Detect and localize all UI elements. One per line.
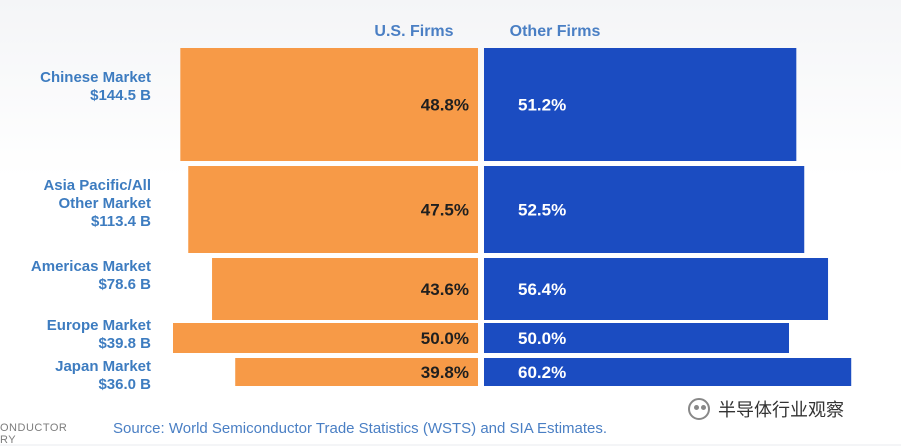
bar-other-1 bbox=[484, 166, 805, 253]
bar-us-2 bbox=[212, 258, 479, 320]
bar-other-2 bbox=[484, 258, 829, 320]
corner-line-2: RY bbox=[0, 434, 17, 446]
category-label-2-line-0: Americas Market bbox=[31, 258, 151, 275]
category-label-4-line-1: $36.0 B bbox=[98, 376, 151, 393]
bar-other-0 bbox=[484, 48, 797, 161]
legend-other-firms: Other Firms bbox=[510, 23, 601, 40]
source-note: Source: World Semiconductor Trade Statis… bbox=[113, 420, 608, 437]
category-label-1-line-2: $113.4 B bbox=[91, 213, 151, 230]
bar-us-3 bbox=[173, 323, 478, 353]
bar-us-1 bbox=[188, 166, 478, 253]
watermark: 半导体行业观察 bbox=[688, 396, 844, 422]
category-label-0-line-0: Chinese Market bbox=[40, 69, 151, 86]
bar-us-0 bbox=[180, 48, 478, 161]
category-label-3-line-1: $39.8 B bbox=[98, 335, 151, 352]
bar-other-3 bbox=[484, 323, 789, 353]
value-label-other-4: 60.2% bbox=[518, 363, 566, 382]
watermark-text: 半导体行业观察 bbox=[718, 400, 844, 420]
corner-line-1: ONDUCTOR bbox=[0, 422, 68, 434]
category-label-3-line-0: Europe Market bbox=[47, 317, 151, 334]
value-label-us-3: 50.0% bbox=[421, 329, 469, 348]
legend-us-firms: U.S. Firms bbox=[374, 23, 453, 40]
value-label-other-3: 50.0% bbox=[518, 329, 566, 348]
category-label-0-line-1: $144.5 B bbox=[90, 87, 151, 104]
value-label-other-2: 56.4% bbox=[518, 280, 566, 299]
bar-other-4 bbox=[484, 358, 852, 386]
category-label-1-line-1: Other Market bbox=[58, 195, 151, 212]
value-label-us-1: 47.5% bbox=[421, 201, 469, 220]
value-label-us-2: 43.6% bbox=[421, 280, 469, 299]
category-label-4-line-0: Japan Market bbox=[55, 358, 151, 375]
bar-us-4 bbox=[235, 358, 478, 386]
corner-logo-text: ONDUCTOR RY bbox=[0, 422, 67, 446]
value-label-other-0: 51.2% bbox=[518, 96, 566, 115]
wechat-icon bbox=[688, 398, 710, 420]
value-label-us-4: 39.8% bbox=[421, 363, 469, 382]
value-label-us-0: 48.8% bbox=[421, 96, 469, 115]
value-label-other-1: 52.5% bbox=[518, 201, 566, 220]
category-label-2-line-1: $78.6 B bbox=[98, 276, 151, 293]
category-label-1-line-0: Asia Pacific/All bbox=[43, 177, 151, 194]
